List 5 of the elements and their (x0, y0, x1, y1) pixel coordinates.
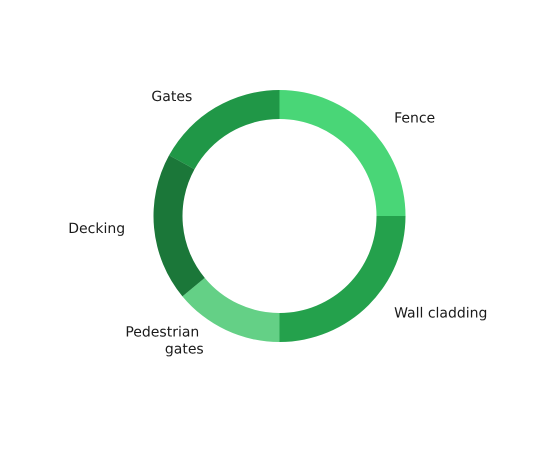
slice-label: Pedestrian gates (125, 324, 204, 358)
slice-label: Wall cladding (394, 306, 488, 322)
slice-label: Fence (394, 110, 436, 126)
slice-label: Decking (68, 220, 126, 237)
slice-label: Gates (151, 89, 192, 106)
